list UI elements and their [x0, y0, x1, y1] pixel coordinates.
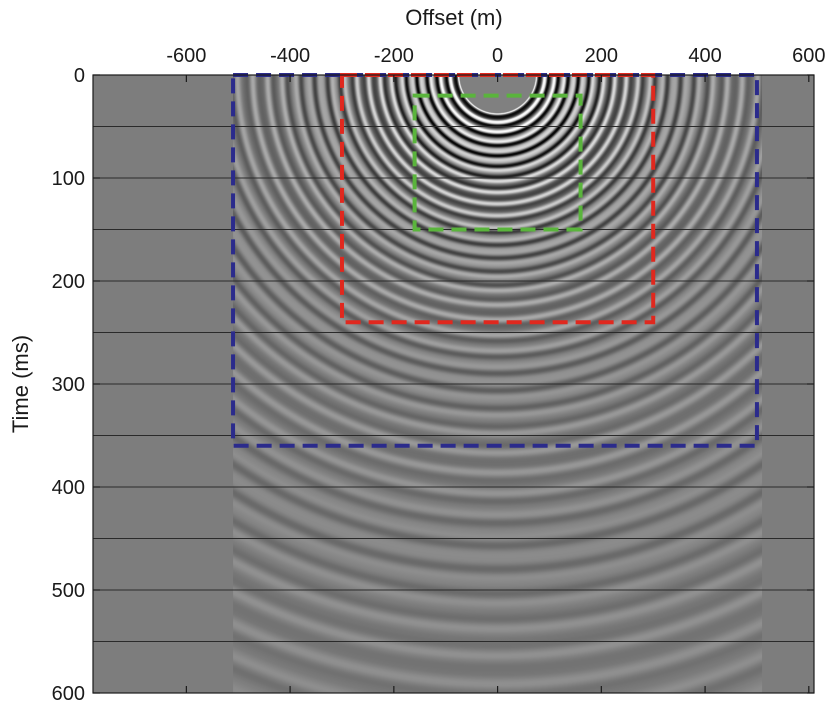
x-axis-title: Offset (m) — [405, 5, 502, 30]
x-ticks: -600 -400 -200 0 200 400 600 — [166, 45, 826, 693]
y-tick-label: 300 — [52, 374, 85, 396]
x-tick-label: 0 — [492, 45, 503, 67]
y-ticks: 0 100 200 300 400 500 600 — [52, 65, 814, 705]
y-tick-label: 200 — [52, 271, 85, 293]
green-box — [412, 93, 583, 232]
y-tick-label: 400 — [52, 477, 85, 499]
y-tick-label: 600 — [52, 683, 85, 705]
x-tick-label: 400 — [688, 45, 721, 67]
y-tick-label: 0 — [74, 65, 85, 87]
x-tick-label: -600 — [166, 45, 206, 67]
y-tick-label: 100 — [52, 168, 85, 190]
x-tick-label: 600 — [792, 45, 825, 67]
y-tick-label: 500 — [52, 580, 85, 602]
horizontal-lines — [93, 126, 814, 642]
x-tick-label: -400 — [270, 45, 310, 67]
x-tick-label: -200 — [374, 45, 414, 67]
y-axis-title: Time (ms) — [8, 335, 33, 433]
x-tick-label: 200 — [585, 45, 618, 67]
red-box — [339, 73, 656, 325]
